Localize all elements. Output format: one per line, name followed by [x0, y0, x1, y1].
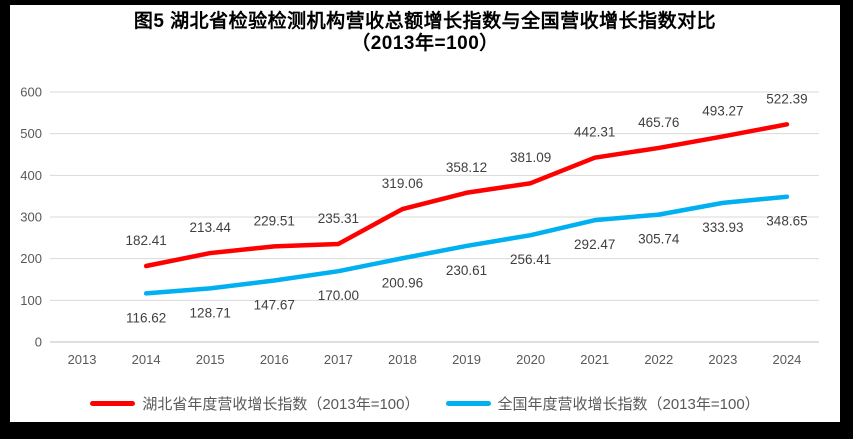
hubei-data-label: 358.12 [446, 160, 487, 175]
x-axis-label: 2018 [388, 352, 417, 367]
y-axis-tick-label: 100 [20, 293, 42, 308]
x-axis-label: 2013 [68, 352, 97, 367]
y-axis-tick-label: 200 [20, 251, 42, 266]
national-data-label: 348.65 [766, 214, 807, 229]
chart-title-block: 图5 湖北省检验检测机构营收总额增长指数与全国营收增长指数对比 （2013年=1… [10, 11, 840, 55]
national-data-label: 305.74 [638, 232, 680, 247]
national-data-label: 200.96 [382, 275, 423, 290]
hubei-data-label: 229.51 [254, 213, 295, 228]
x-axis-label: 2022 [644, 352, 673, 367]
x-axis-label: 2015 [196, 352, 225, 367]
hubei-data-label: 319.06 [382, 176, 423, 191]
x-axis-label: 2014 [132, 352, 161, 367]
hubei-data-label: 235.31 [318, 211, 359, 226]
y-axis-tick-label: 400 [20, 168, 42, 183]
x-axis-label: 2017 [324, 352, 353, 367]
y-axis-tick-label: 600 [20, 85, 42, 100]
national-data-label: 230.61 [446, 263, 487, 278]
national-data-label: 170.00 [318, 288, 359, 303]
national-series-line [143, 194, 790, 296]
national-data-label: 292.47 [574, 237, 615, 252]
y-axis-tick-label: 300 [20, 210, 42, 225]
national-data-label: 333.93 [702, 220, 743, 235]
legend-item-national: 全国年度营收增长指数（2013年=100） [445, 393, 760, 414]
legend-label-national: 全国年度营收增长指数（2013年=100） [497, 396, 760, 413]
national-data-label: 116.62 [126, 310, 166, 325]
x-axis-label: 2019 [452, 352, 481, 367]
hubei-data-label: 381.09 [510, 150, 551, 165]
chart-legend: 湖北省年度营收增长指数（2013年=100） 全国年度营收增长指数（2013年=… [10, 393, 840, 414]
hubei-series-line [143, 122, 790, 269]
y-axis-tick-label: 500 [20, 126, 42, 141]
hubei-line-swatch [90, 401, 136, 406]
chart-subtitle: （2013年=100） [351, 33, 499, 54]
hubei-data-label: 465.76 [638, 115, 679, 130]
hubei-data-label: 493.27 [702, 103, 743, 118]
x-axis-label: 2023 [708, 352, 737, 367]
national-data-label: 256.41 [510, 252, 551, 267]
x-axis-label: 2024 [772, 352, 801, 367]
hubei-data-label: 213.44 [190, 220, 232, 235]
hubei-data-label: 522.39 [766, 91, 807, 106]
legend-label-hubei: 湖北省年度营收增长指数（2013年=100） [142, 396, 420, 413]
x-axis-label: 2020 [516, 352, 545, 367]
national-data-label: 128.71 [190, 305, 231, 320]
y-axis-tick-label: 0 [35, 335, 42, 350]
national-line-swatch [445, 401, 491, 406]
x-axis-label: 2016 [260, 352, 289, 367]
hubei-data-label: 442.31 [574, 125, 615, 140]
chart-title: 图5 湖北省检验检测机构营收总额增长指数与全国营收增长指数对比 [133, 11, 717, 32]
hubei-data-label: 182.41 [125, 233, 166, 248]
line-chart-plot: 0 100 200 300 400 500 600 2013 2014 2015 2016 2017 2… [20, 85, 819, 367]
national-data-label: 147.67 [254, 297, 295, 312]
x-axis-label: 2021 [580, 352, 609, 367]
legend-item-hubei: 湖北省年度营收增长指数（2013年=100） [90, 393, 420, 414]
